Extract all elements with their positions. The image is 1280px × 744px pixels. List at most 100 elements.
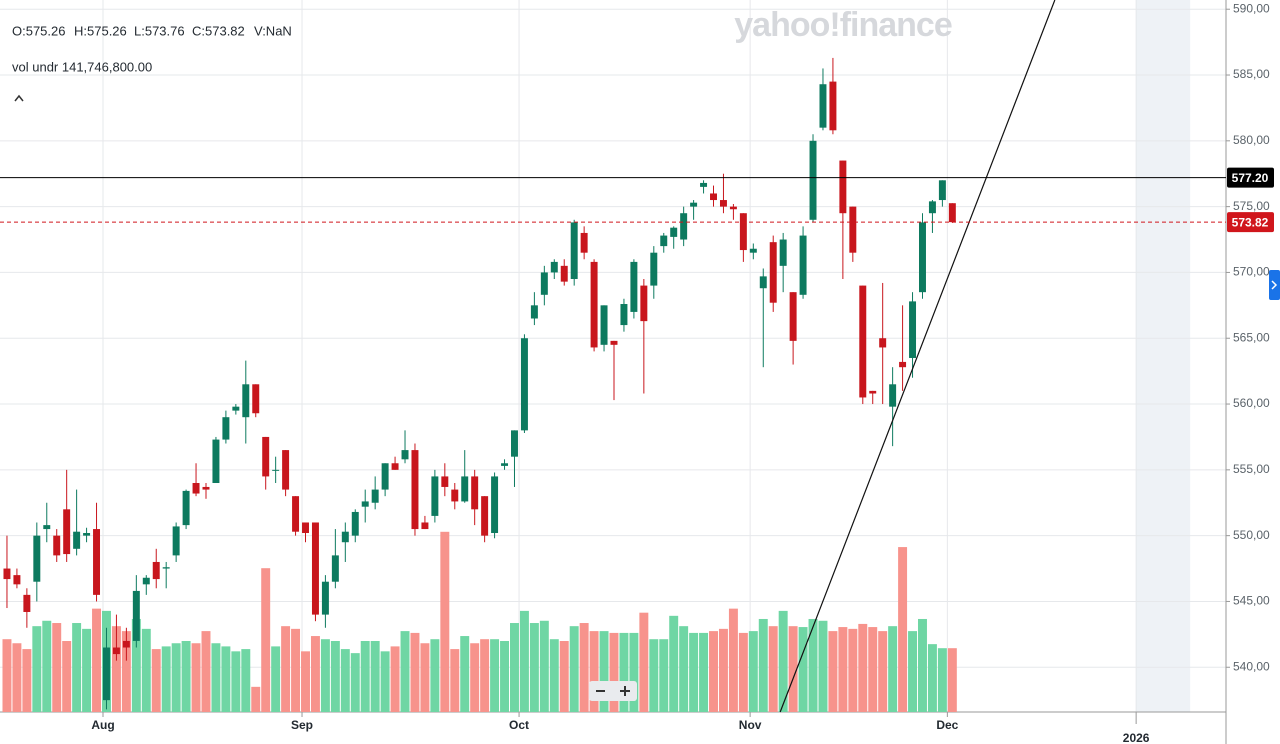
candle-body: [182, 490, 190, 526]
candle-body: [152, 561, 160, 580]
side-tab[interactable]: [1269, 270, 1280, 300]
volume-bar: [131, 618, 141, 712]
ohlc-volume: V:NaN: [254, 23, 292, 38]
volume-bar: [629, 632, 639, 712]
side-tab-bg[interactable]: [1269, 270, 1280, 300]
x-tick-label: Dec: [936, 718, 958, 732]
price-tag-label: 577.20: [1232, 171, 1269, 185]
volume-bar: [42, 620, 52, 712]
volume-bar: [500, 640, 510, 712]
volume-bar: [221, 646, 231, 712]
candle-body: [938, 180, 946, 201]
volume-bar: [390, 646, 400, 712]
candle-body: [570, 222, 578, 280]
candle-body: [700, 182, 708, 187]
candle-body: [311, 522, 319, 615]
volume-bar: [291, 628, 301, 712]
volume-bar: [22, 649, 32, 712]
candle-body: [799, 235, 807, 295]
candle-body: [869, 390, 877, 394]
volume-bar: [858, 623, 868, 712]
volume-bar: [679, 626, 689, 712]
candle-body: [401, 450, 409, 460]
volume-bar: [848, 628, 858, 712]
volume-bar: [868, 627, 878, 712]
watermark: yahoo!finance: [734, 6, 952, 44]
candle-body: [829, 81, 837, 131]
candle-body: [262, 436, 270, 477]
candle-body: [351, 511, 359, 536]
volume-bar: [32, 626, 42, 712]
volume-bar: [62, 640, 72, 712]
volume-bar: [778, 610, 788, 712]
volume-bar: [52, 623, 62, 712]
candle-body: [93, 529, 101, 595]
volume-bar: [171, 643, 181, 712]
candle-body: [13, 575, 21, 585]
volume-bar: [111, 626, 121, 712]
candle-body: [501, 463, 509, 466]
volume-bar: [937, 648, 947, 712]
volume-bar: [370, 640, 380, 712]
volume-bar: [2, 639, 12, 712]
candle-body: [540, 272, 548, 295]
candle-body: [948, 203, 956, 223]
candle-body: [809, 140, 817, 220]
volume-bar: [619, 632, 629, 712]
candle-body: [33, 535, 41, 582]
volume-bar: [181, 640, 191, 712]
candle-body: [292, 496, 300, 532]
candle-body: [162, 567, 170, 569]
volume-bar: [460, 636, 470, 712]
volume-bar: [609, 632, 619, 712]
candle-body: [202, 486, 210, 490]
volume-bar: [151, 649, 161, 712]
x-tick-label: Sep: [291, 718, 313, 732]
candle-body: [600, 305, 608, 345]
candle-body: [142, 577, 150, 585]
volume-bar: [490, 639, 500, 712]
candle-body: [381, 463, 389, 490]
candle-body: [859, 285, 867, 398]
volume-bar: [649, 639, 659, 712]
volume-bar: [818, 620, 828, 712]
volume-bar: [161, 646, 171, 712]
volume-bar: [72, 623, 82, 712]
candle-body: [739, 213, 747, 251]
collapse-toggle[interactable]: [14, 94, 24, 102]
ohlc-close: C:573.82: [192, 23, 245, 38]
candle-body: [481, 496, 489, 536]
candle-body: [371, 489, 379, 503]
candle-body: [610, 340, 618, 345]
volume-bar: [350, 653, 360, 712]
y-tick-label: 545,00: [1233, 594, 1270, 608]
candle-body: [252, 384, 260, 414]
volume-bar: [838, 627, 848, 712]
candle-body: [630, 261, 638, 312]
y-tick-label: 580,00: [1233, 133, 1270, 147]
candle-body: [650, 252, 658, 286]
volume-bar: [320, 639, 330, 712]
volume-bar: [599, 631, 609, 712]
candle-body: [441, 476, 449, 487]
volume-bar: [440, 531, 450, 712]
candle-body: [3, 568, 11, 580]
volume-bar: [559, 640, 569, 712]
candle-body: [341, 531, 349, 543]
trendline: [779, 0, 1056, 713]
volume-bar: [888, 626, 898, 712]
volume-bar: [211, 643, 221, 712]
volume-legend: vol undr 141,746,800.00: [12, 59, 152, 74]
candle-body: [819, 84, 827, 128]
candle-body: [690, 202, 698, 207]
y-tick-label: 570,00: [1233, 265, 1270, 279]
side-tab-icon: [1271, 280, 1278, 290]
candle-body: [461, 476, 469, 502]
volume-bar: [529, 623, 539, 712]
candle-body: [789, 292, 797, 341]
candle-body: [550, 261, 558, 273]
candle-body: [749, 248, 757, 253]
volume-bar: [738, 632, 748, 712]
volume-bar: [360, 640, 370, 712]
